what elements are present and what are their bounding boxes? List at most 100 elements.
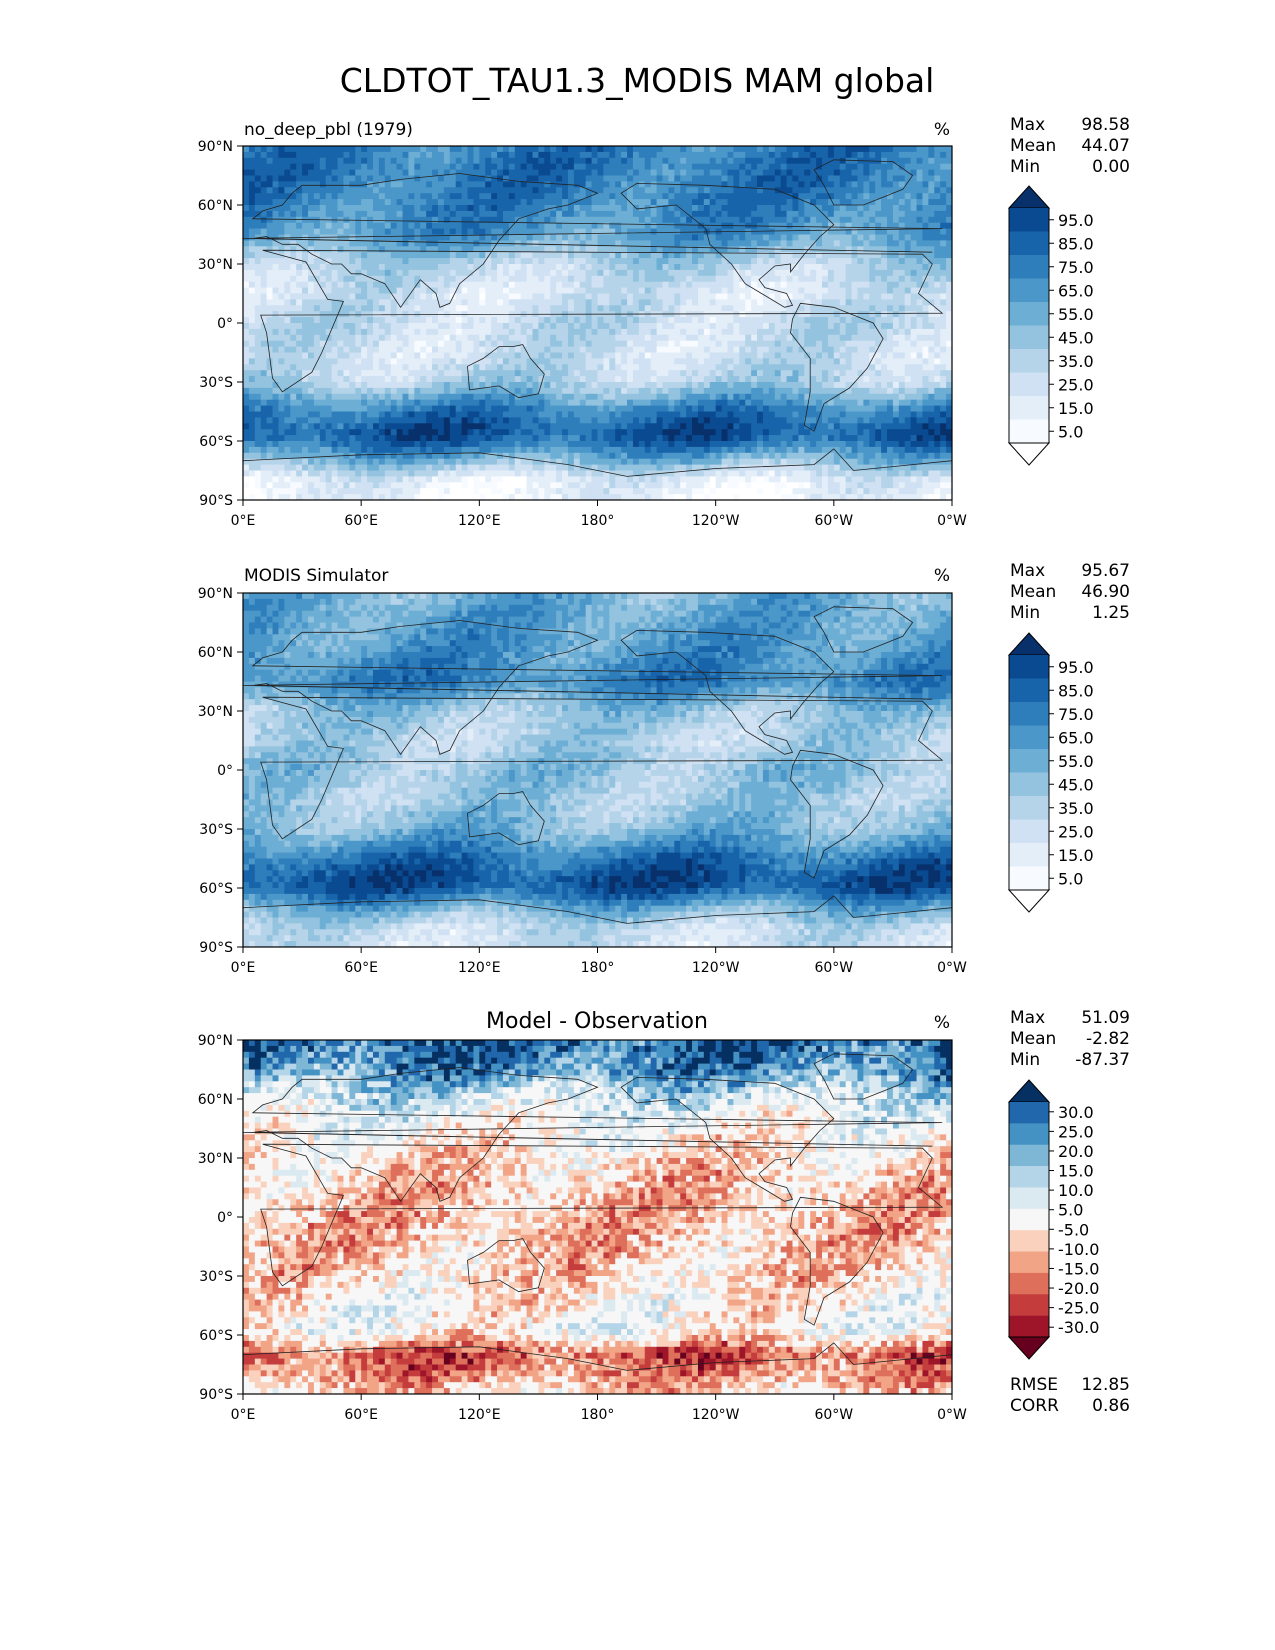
field-cell <box>337 146 344 153</box>
field-cell <box>810 305 817 312</box>
field-cell <box>573 234 581 241</box>
field-cell <box>674 210 681 218</box>
field-cell <box>538 169 545 176</box>
field-cell <box>313 163 321 170</box>
field-cell <box>916 346 923 353</box>
field-cell <box>922 163 929 170</box>
field-cell <box>857 210 864 218</box>
field-cell <box>757 364 764 371</box>
field-cell <box>390 163 398 170</box>
field-cell <box>437 358 445 365</box>
field-cell <box>751 346 758 353</box>
field-cell <box>526 205 533 212</box>
field-cell <box>526 364 533 371</box>
field-cell <box>745 311 752 318</box>
field-cell <box>355 264 362 271</box>
field-cell <box>544 346 551 353</box>
field-cell <box>337 287 344 294</box>
field-cell <box>662 157 669 165</box>
field-cell <box>278 311 285 318</box>
field-cell <box>597 157 604 165</box>
field-cell <box>703 210 711 218</box>
field-cell <box>426 146 433 153</box>
field-cell <box>703 352 711 359</box>
field-cell <box>367 305 374 312</box>
field-cell <box>331 287 338 294</box>
field-cell <box>337 193 344 200</box>
field-cell <box>774 181 782 188</box>
field-cell <box>869 376 876 383</box>
field-cell <box>579 269 587 277</box>
field-cell <box>715 299 722 306</box>
field-cell <box>804 328 811 336</box>
field-cell <box>940 252 947 259</box>
field-cell <box>603 275 610 283</box>
field-cell <box>449 157 457 165</box>
field-cell <box>739 275 746 283</box>
field-cell <box>491 287 498 294</box>
field-cell <box>514 163 522 170</box>
field-cell <box>331 205 338 212</box>
field-cell <box>467 199 474 206</box>
field-cell <box>892 205 900 212</box>
field-cell <box>780 376 787 383</box>
field-cell <box>254 157 262 165</box>
field-cell <box>479 234 486 241</box>
field-cell <box>260 193 268 200</box>
field-cell <box>863 305 870 312</box>
field-cell <box>863 376 870 383</box>
field-cell <box>721 193 728 200</box>
field-cell <box>307 181 315 188</box>
field-cell <box>325 234 333 241</box>
field-cell <box>827 228 835 235</box>
field-cell <box>402 364 409 371</box>
field-cell <box>733 216 740 224</box>
field-cell <box>461 252 468 259</box>
field-cell <box>550 387 557 395</box>
field-cell <box>910 258 917 265</box>
field-cell <box>562 376 569 383</box>
field-cell <box>378 187 386 194</box>
field-cell <box>632 169 640 176</box>
field-cell <box>248 252 256 259</box>
field-cell <box>810 364 817 371</box>
field-cell <box>585 258 592 265</box>
field-cell <box>632 382 640 389</box>
field-cell <box>550 146 557 153</box>
field-cell <box>467 352 474 359</box>
field-cell <box>266 275 273 283</box>
field-cell <box>774 193 782 200</box>
field-cell <box>467 240 474 247</box>
field-cell <box>780 334 787 342</box>
field-cell <box>491 323 498 330</box>
field-cell <box>260 175 268 182</box>
field-cell <box>585 281 592 288</box>
field-cell <box>656 169 663 176</box>
field-cell <box>420 281 427 288</box>
field-cell <box>692 205 699 212</box>
field-cell <box>497 199 504 206</box>
field-cell <box>839 146 847 153</box>
field-cell <box>302 358 309 365</box>
field-cell <box>290 193 297 200</box>
field-cell <box>538 210 545 218</box>
field-cell <box>272 281 279 288</box>
field-cell <box>603 305 610 312</box>
field-cell <box>278 269 285 277</box>
field-cell <box>467 334 474 342</box>
field-cell <box>355 246 362 253</box>
field-cell <box>260 293 268 300</box>
field-cell <box>898 346 906 353</box>
field-cell <box>497 293 504 300</box>
field-cell <box>928 187 935 194</box>
field-cell <box>627 246 634 253</box>
field-cell <box>331 376 338 383</box>
field-cell <box>739 281 746 288</box>
field-cell <box>514 151 522 159</box>
field-cell <box>520 264 527 271</box>
field-cell <box>467 305 474 312</box>
field-cell <box>449 175 457 182</box>
field-cell <box>367 287 374 294</box>
field-cell <box>804 317 811 324</box>
field-cell <box>296 252 303 259</box>
